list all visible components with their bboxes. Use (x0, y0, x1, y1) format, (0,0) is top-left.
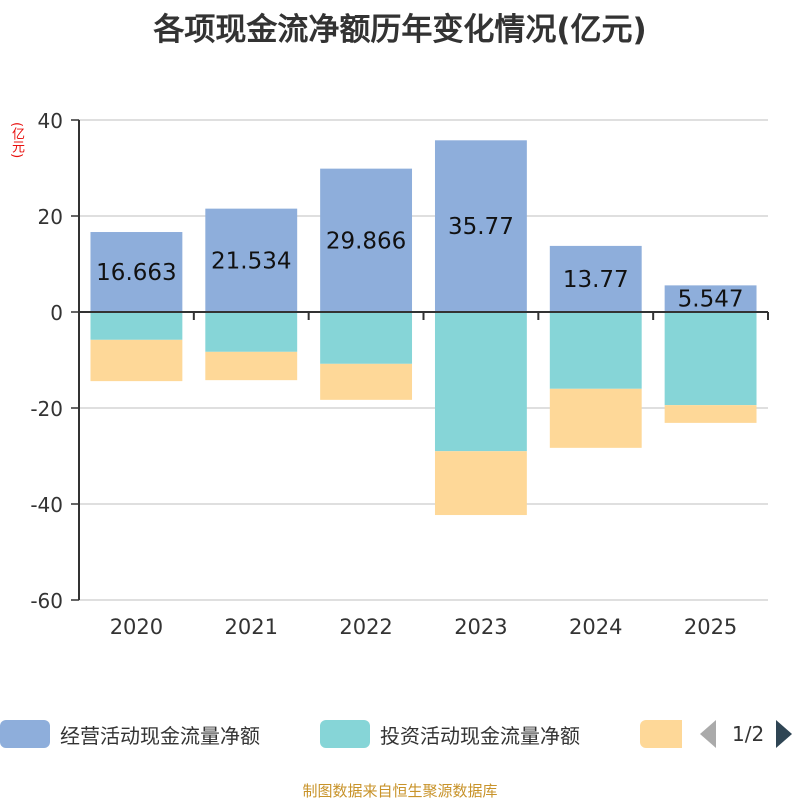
legend-swatch-financing (640, 720, 682, 748)
legend-pager: 1/2 (700, 718, 793, 750)
bar-segment[interactable] (90, 312, 183, 340)
x-tick-label: 2020 (110, 615, 163, 639)
y-tick-label: -40 (30, 493, 63, 517)
bar-segment[interactable] (320, 168, 413, 312)
data-source-footer: 制图数据来自恒生聚源数据库 (302, 782, 498, 800)
data-label: 35.77 (448, 214, 514, 240)
bar-segment[interactable] (664, 405, 757, 423)
triangle-right-icon[interactable] (776, 720, 793, 748)
data-label: 13.77 (563, 267, 629, 293)
x-tick-label: 2024 (569, 615, 622, 639)
bar-segment[interactable] (549, 312, 642, 389)
data-label: 29.866 (326, 228, 406, 254)
y-tick-label: -60 (30, 589, 63, 613)
bar-segment[interactable] (320, 312, 413, 364)
x-tick-label: 2022 (339, 615, 392, 639)
legend-page-indicator: 1/2 (732, 722, 765, 746)
legend-swatch-investing (320, 720, 370, 748)
y-tick-label: 0 (50, 301, 63, 325)
bar-segment[interactable] (549, 388, 642, 448)
legend-label-investing: 投资活动现金流量净额 (380, 723, 580, 748)
legend-item-investing[interactable]: 投资活动现金流量净额 (320, 718, 580, 750)
bar-segment[interactable] (434, 140, 527, 312)
triangle-left-icon[interactable] (700, 720, 716, 748)
data-label: 16.663 (96, 260, 176, 286)
bar-segment[interactable] (205, 208, 298, 312)
bar-segment[interactable] (320, 363, 413, 400)
legend-item-operating[interactable]: 经营活动现金流量净额 (0, 718, 260, 750)
bar-segment[interactable] (90, 339, 183, 382)
bar-segment[interactable] (434, 451, 527, 516)
bar-segment[interactable] (90, 232, 183, 312)
x-tick-label: 2023 (454, 615, 507, 639)
y-tick-label: -20 (30, 397, 63, 421)
x-tick-label: 2025 (684, 615, 737, 639)
legend: 经营活动现金流量净额 投资活动现金流量净额 1/2 (0, 718, 800, 750)
bar-segment[interactable] (549, 245, 642, 312)
y-tick-label: 20 (38, 205, 63, 229)
bar-segment[interactable] (205, 312, 298, 352)
y-axis-unit-label: (亿元) (9, 122, 24, 159)
x-tick-label: 2021 (225, 615, 278, 639)
chart-title: 各项现金流净额历年变化情况(亿元) (153, 12, 647, 48)
y-tick-label: 40 (38, 109, 63, 133)
bar-chart: 40 20 0 -20 -40 -60 16.663 2020 21.534 2021 29.866… (30, 109, 769, 639)
bar-segment[interactable] (664, 312, 757, 406)
legend-item-financing[interactable] (640, 718, 682, 750)
bar-segment[interactable] (664, 285, 757, 312)
bar-segment[interactable] (434, 312, 527, 452)
legend-swatch-operating (0, 720, 50, 748)
legend-label-operating: 经营活动现金流量净额 (60, 723, 260, 748)
bar-segment[interactable] (205, 351, 298, 381)
data-label: 21.534 (211, 248, 291, 274)
data-label: 5.547 (678, 287, 744, 313)
